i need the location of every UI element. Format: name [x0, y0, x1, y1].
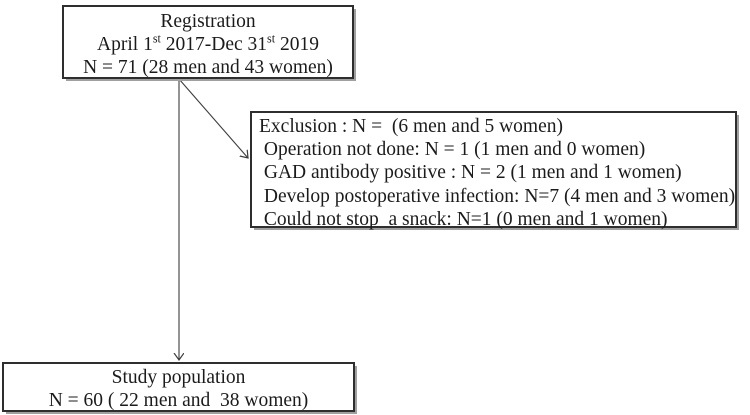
registration-count: N = 71 (28 men and 43 women) — [83, 57, 333, 78]
exclusion-reason-line: Operation not done: N = 1 (1 men and 0 w… — [259, 139, 646, 161]
study-population-title: Study population — [111, 367, 246, 388]
registration-period-part: 2019 — [275, 34, 319, 55]
registration-title: Registration — [160, 11, 256, 32]
exclusion-reason-line: Develop postoperative infection: N=7 (4 … — [259, 185, 736, 207]
exclusion-reason-line: GAD antibody positive : N = 2 (1 men and… — [259, 162, 682, 184]
exclusion-reason-line: Could not stop a snack: N=1 (0 men and 1… — [259, 208, 668, 230]
ordinal-suffix: st — [152, 31, 161, 46]
registration-box: Registration April 1st 2017-Dec 31st 201… — [62, 5, 354, 79]
registration-period: April 1st 2017-Dec 31st 2019 — [64, 31, 352, 56]
arrow-registration-to-exclusion — [178, 78, 248, 158]
study-population-box: Study population N = 60 ( 22 men and 38 … — [2, 362, 355, 412]
ordinal-suffix: st — [267, 31, 276, 46]
study-population-count: N = 60 ( 22 men and 38 women) — [48, 390, 309, 411]
registration-period-part: 2017-Dec 31 — [160, 34, 268, 55]
registration-period-part: April 1 — [97, 34, 153, 55]
exclusion-summary-line: Exclusion : N = (6 men and 5 women) — [259, 116, 563, 137]
exclusion-box: Exclusion : N = (6 men and 5 women) Oper… — [250, 111, 737, 230]
